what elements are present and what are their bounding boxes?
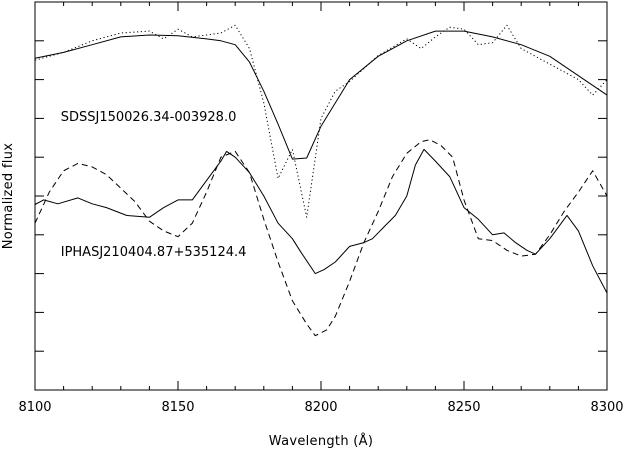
annotation-label-1: IPHASJ210404.87+535124.4 [61, 245, 247, 260]
axis-ticks [34, 2, 608, 390]
annotation-label-0: SDSSJ150026.34-003928.0 [61, 110, 237, 125]
x-tick-label: 8250 [447, 400, 480, 415]
annotations: SDSSJ150026.34-003928.0 IPHASJ210404.87+5… [61, 110, 247, 260]
x-tick-label: 8100 [18, 400, 51, 415]
series-layer [34, 24, 608, 337]
x-tick-label: 8150 [161, 400, 194, 415]
plot-frame [34, 1, 608, 391]
series-line-solid-2 [34, 148, 608, 294]
x-tick-labels: 8100 8150 8200 8250 8300 [18, 400, 623, 415]
series-line-solid-0 [34, 30, 608, 160]
x-tick-label: 8200 [304, 400, 337, 415]
series-line-dashed-3 [34, 139, 608, 337]
y-axis-label: Normalized flux [1, 143, 16, 249]
x-axis-label: Wavelength (Å) [269, 433, 374, 449]
series-line-dotted-1 [34, 24, 608, 218]
x-tick-label: 8300 [590, 400, 623, 415]
